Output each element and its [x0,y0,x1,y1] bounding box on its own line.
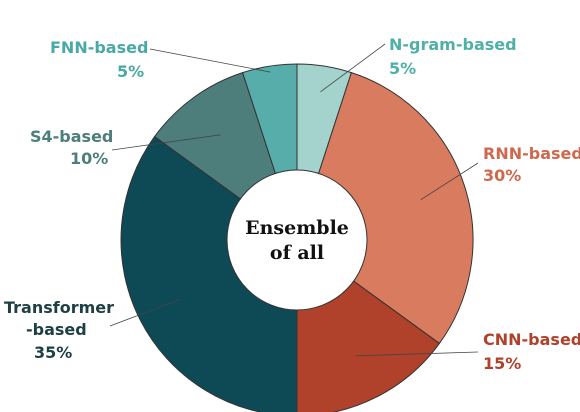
label-ngram: N-gram-based [389,35,517,54]
value-s4: 10% [70,149,108,168]
leader-lines [109,43,479,357]
label-rnn: RNN-based [483,144,580,163]
leader-line [356,351,479,357]
leader-line [420,162,479,201]
leader-line [109,298,182,327]
value-ngram: 5% [389,59,416,78]
center-label-line-1: Ensemble [245,217,349,239]
value-fnn: 5% [117,62,144,81]
leader-line [320,43,386,93]
label-fnn: FNN-based [50,38,148,57]
label-transformer-line-1: Transformer [4,298,114,317]
value-transformer: 35% [34,343,72,362]
center-hole [226,169,368,311]
slice-rnn-based [296,71,474,345]
leader-line [149,48,271,73]
center-label-line-2: of all [270,242,324,264]
label-transformer-line-2: -based [26,320,87,339]
slice-transformer-based [120,135,298,412]
value-cnn: 15% [483,354,521,373]
label-s4: S4-based [30,127,113,146]
leader-line [111,134,221,151]
label-cnn: CNN-based [483,330,580,349]
value-rnn: 30% [483,166,521,185]
